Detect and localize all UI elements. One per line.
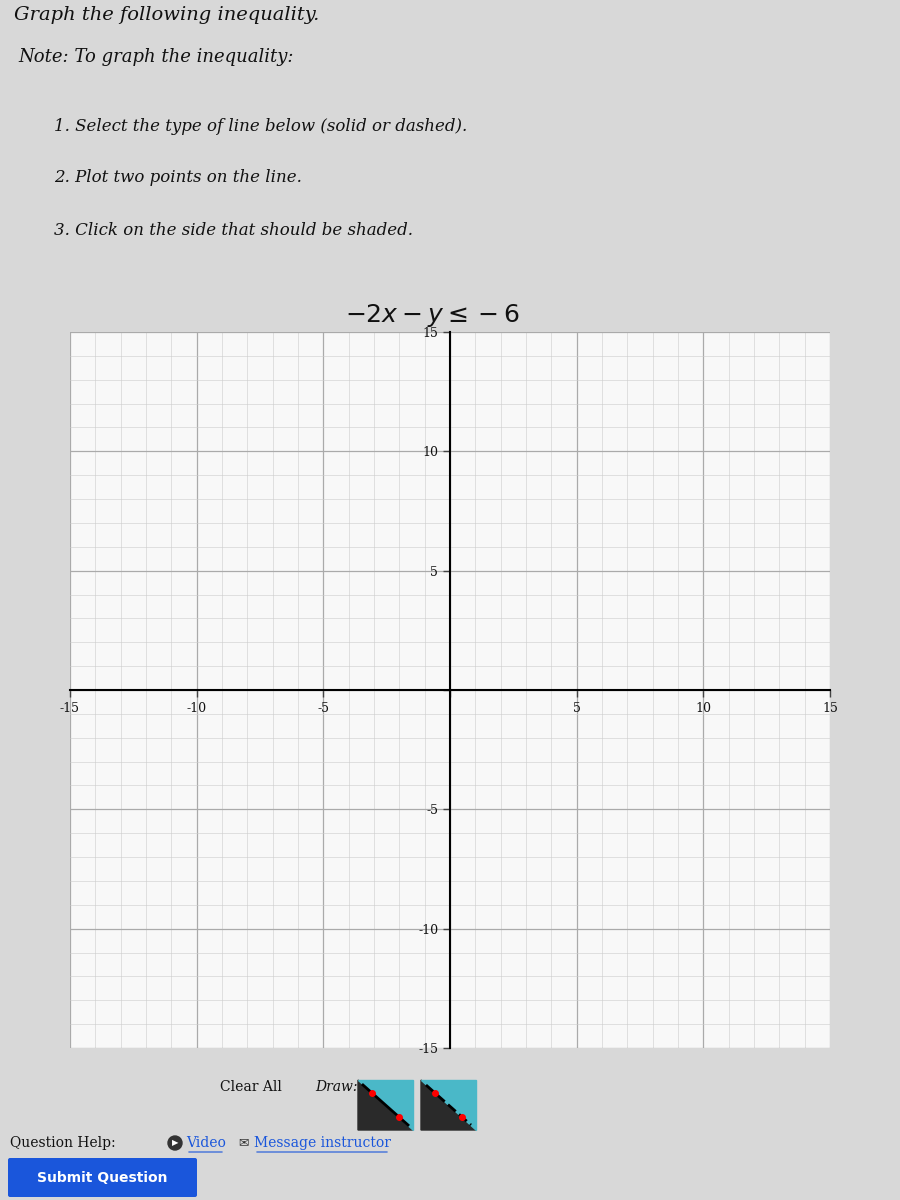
Text: 2. Plot two points on the line.: 2. Plot two points on the line. [54,168,302,186]
Text: Video: Video [186,1136,226,1150]
Text: Question Help:: Question Help: [10,1136,115,1150]
Text: $-2x - y \leq -6$: $-2x - y \leq -6$ [345,301,519,329]
Circle shape [168,1136,182,1150]
Text: Clear All: Clear All [220,1080,282,1094]
Polygon shape [421,1080,476,1130]
Text: Draw:: Draw: [315,1080,357,1094]
Text: 1. Select the type of line below (solid or dashed).: 1. Select the type of line below (solid … [54,119,467,136]
Polygon shape [421,1080,476,1130]
Text: Graph the following inequality.: Graph the following inequality. [14,6,319,24]
Text: ▶: ▶ [172,1139,178,1147]
Text: Submit Question: Submit Question [37,1170,167,1184]
Text: 3. Click on the side that should be shaded.: 3. Click on the side that should be shad… [54,222,413,239]
Text: Message instructor: Message instructor [254,1136,391,1150]
Polygon shape [358,1080,413,1130]
Text: Note: To graph the inequality:: Note: To graph the inequality: [18,48,293,66]
Polygon shape [358,1080,413,1130]
Text: ✉: ✉ [238,1136,248,1150]
FancyBboxPatch shape [8,1158,197,1198]
